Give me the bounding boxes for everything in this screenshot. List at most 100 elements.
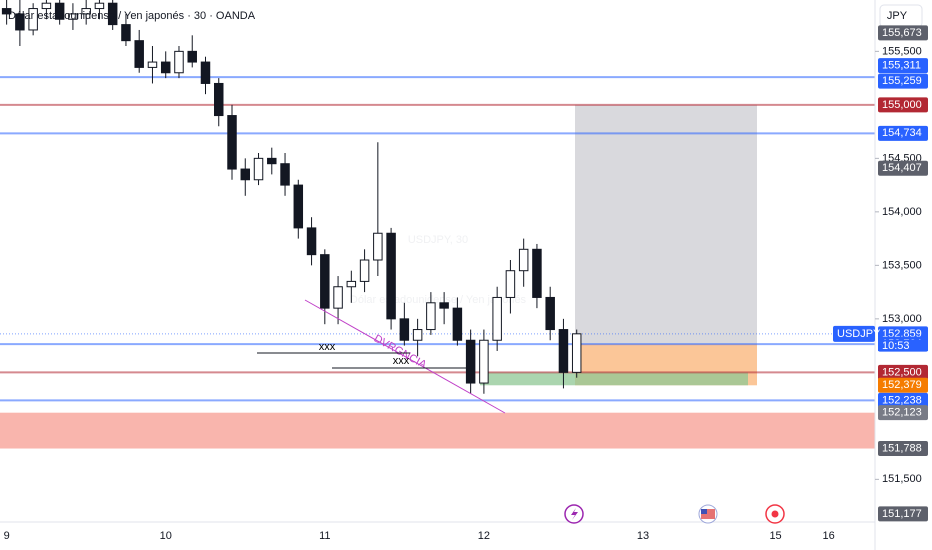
price-label-box <box>878 125 928 141</box>
price-label: 151,788 <box>882 442 922 454</box>
candle-body <box>492 296 502 341</box>
price-label-box <box>878 97 928 113</box>
y-tick-label: 151,500 <box>882 473 922 485</box>
price-label-box <box>878 441 928 457</box>
price-label-box <box>878 58 928 74</box>
entry-zone <box>480 372 748 386</box>
candle-body <box>160 61 171 74</box>
price-label-box <box>878 405 928 421</box>
candle-body <box>426 302 436 331</box>
candle-body <box>134 40 144 68</box>
candle-body <box>479 339 489 384</box>
price-label-box <box>878 364 928 380</box>
price-axis <box>875 0 932 550</box>
candle-body <box>346 280 357 288</box>
price-label-box <box>878 25 928 41</box>
symbol-box <box>833 325 875 342</box>
candle-body <box>386 232 396 320</box>
candle-body <box>399 318 410 341</box>
candle-body <box>267 157 277 165</box>
x-tick-label: 11 <box>319 530 330 542</box>
x-tick-label: 15 <box>769 530 781 542</box>
zone <box>0 412 875 449</box>
candle-body <box>121 24 131 42</box>
candle-body <box>240 168 251 181</box>
countdown-box <box>878 339 928 351</box>
candle-body <box>320 254 330 309</box>
flag <box>701 509 715 519</box>
flag <box>701 509 707 514</box>
price-label-box <box>878 506 928 522</box>
price-label: 155,311 <box>882 59 921 71</box>
price-label: 154,407 <box>882 162 922 174</box>
y-tick-label: 153,500 <box>882 259 922 271</box>
candle-body <box>558 329 569 373</box>
x-tick-label: 10 <box>160 530 172 542</box>
annotation: xxx <box>319 341 336 353</box>
price-label: 152,238 <box>882 394 922 406</box>
price-label-box <box>878 73 928 89</box>
chart-title: Dólar estadounidense / Yen japonés · 30 … <box>8 10 256 22</box>
candle-body <box>545 296 555 331</box>
y-tick-label: 153,000 <box>882 313 922 325</box>
candle-body <box>1 8 12 15</box>
candle-body <box>518 248 529 272</box>
candle-body <box>373 232 383 261</box>
y-tick-label: 154,000 <box>882 206 922 218</box>
price-label: 151,177 <box>882 508 922 520</box>
price-label-box <box>878 392 928 408</box>
candle-body <box>532 248 542 298</box>
x-tick-label: 16 <box>822 530 834 542</box>
price-label: 152,500 <box>882 366 922 378</box>
candle-body <box>227 115 237 170</box>
candle-body <box>28 8 38 31</box>
candle-body <box>280 163 290 186</box>
price-label: 155,673 <box>882 27 922 39</box>
price-label: 155,000 <box>882 99 922 111</box>
candle-body <box>187 50 197 63</box>
trend-line <box>304 299 506 414</box>
candle-body <box>214 82 224 117</box>
candle-body <box>253 157 264 181</box>
price-label-box <box>878 160 928 176</box>
event-icon <box>571 508 578 520</box>
candle-body <box>200 61 211 84</box>
target-zone <box>575 104 757 345</box>
price-label: 152,379 <box>882 379 922 391</box>
candle-body <box>452 307 463 341</box>
countdown: 10:53 <box>882 340 910 352</box>
x-tick-label: 13 <box>637 530 649 542</box>
watermark: USDJPY, 30 <box>408 234 468 246</box>
candle-body <box>465 339 476 384</box>
y-tick-label: 155,500 <box>882 45 922 57</box>
candle-body <box>174 50 184 74</box>
candle-body <box>359 259 370 282</box>
candle-body <box>571 333 582 373</box>
event-icon <box>771 510 779 518</box>
annotation: xxx <box>393 355 410 367</box>
candle-body <box>94 2 105 10</box>
candle-body <box>293 184 304 229</box>
symbol-label: USDJPY <box>837 328 881 340</box>
price-label-box <box>878 377 928 393</box>
candle-body <box>505 270 516 298</box>
candle-body <box>412 329 423 341</box>
candle-body <box>147 61 158 68</box>
price-label: 154,734 <box>882 127 922 139</box>
price-label: 152,123 <box>882 407 922 419</box>
candle-body <box>333 286 343 309</box>
x-tick-label: 12 <box>478 530 490 542</box>
x-tick-label: 9 <box>4 530 10 542</box>
candle-body <box>15 13 25 31</box>
price-label: 155,259 <box>882 75 922 87</box>
candle-body <box>107 2 118 26</box>
candle-body <box>41 2 52 10</box>
candle-body <box>439 302 449 309</box>
candle-body <box>54 2 65 20</box>
candle-body <box>306 227 317 256</box>
currency[interactable]: JPY <box>887 10 908 22</box>
candle-body <box>81 8 91 15</box>
candle-body <box>68 13 78 20</box>
